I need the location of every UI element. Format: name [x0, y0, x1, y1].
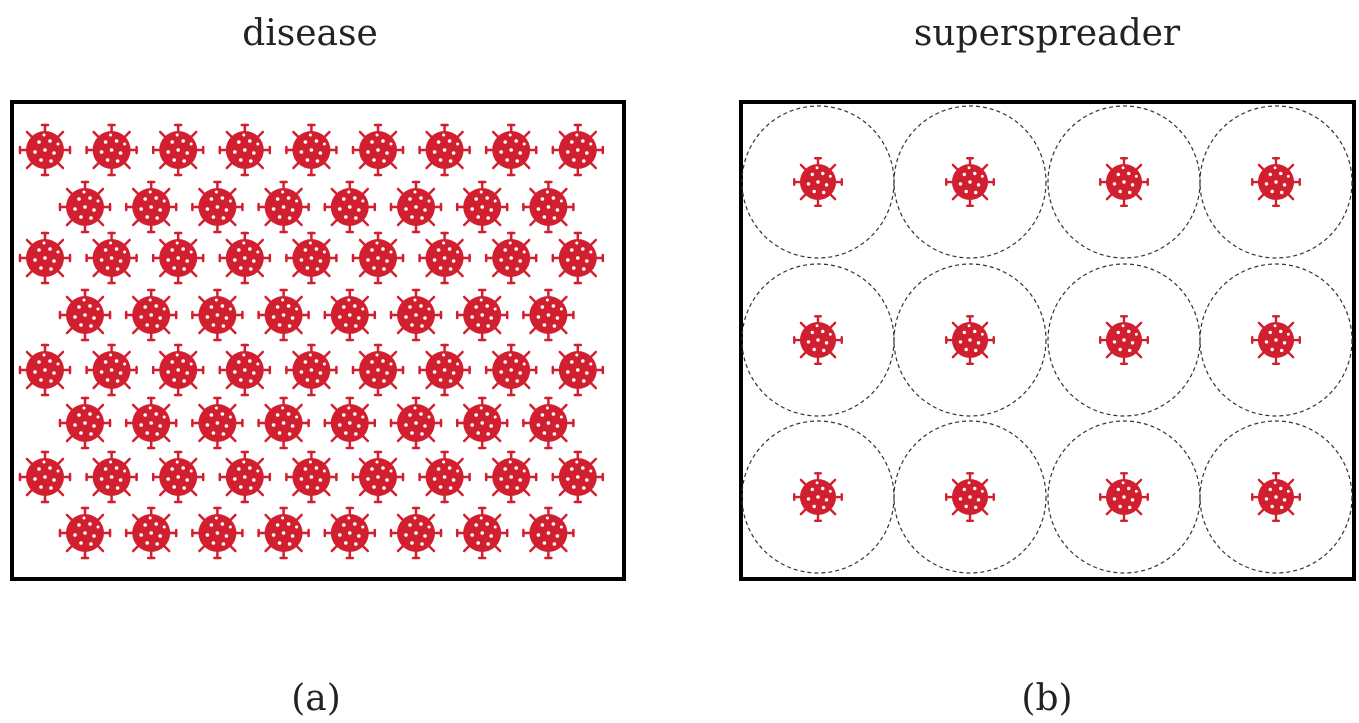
virus-icon	[523, 290, 573, 340]
virus-icon	[946, 158, 994, 206]
virus-icon	[286, 125, 336, 175]
virus-icon	[457, 182, 507, 232]
virus-icon	[220, 452, 270, 502]
virus-icon	[1252, 473, 1300, 521]
virus-icon	[20, 233, 70, 283]
virus-icon	[1252, 158, 1300, 206]
virus-icon	[87, 125, 137, 175]
virus-icon	[126, 398, 176, 448]
virus-icon	[391, 508, 441, 558]
virus-icon	[153, 345, 203, 395]
virus-icon	[220, 233, 270, 283]
virus-icon	[391, 290, 441, 340]
virus-icon	[1100, 158, 1148, 206]
virus-icon	[286, 452, 336, 502]
virus-icon	[220, 125, 270, 175]
virus-icon	[153, 452, 203, 502]
virus-icon	[259, 182, 309, 232]
frame	[12, 102, 624, 579]
virus-icon	[420, 452, 470, 502]
virus-icon	[553, 345, 603, 395]
virus-icon	[20, 345, 70, 395]
virus-icon	[126, 182, 176, 232]
virus-icon	[794, 158, 842, 206]
virus-icon	[20, 125, 70, 175]
panel-disease	[12, 102, 624, 579]
virus-icon	[87, 452, 137, 502]
virus-icon	[486, 345, 536, 395]
virus-icon	[457, 508, 507, 558]
virus-icon	[457, 398, 507, 448]
virus-icon	[126, 290, 176, 340]
virus-icon	[794, 473, 842, 521]
virus-icon	[523, 508, 573, 558]
virus-icon	[60, 182, 110, 232]
virus-icon	[87, 233, 137, 283]
page: disease superspreader (a) (b) (() => { c…	[0, 0, 1359, 723]
panel-title: superspreader	[914, 13, 1181, 54]
virus-icon	[457, 290, 507, 340]
virus-icon	[87, 345, 137, 395]
virus-icon	[553, 452, 603, 502]
virus-icon	[420, 125, 470, 175]
virus-icon	[259, 290, 309, 340]
virus-icon	[353, 233, 403, 283]
virus-icon	[192, 508, 242, 558]
virus-icon	[553, 233, 603, 283]
virus-icon	[325, 290, 375, 340]
virus-icon	[794, 316, 842, 364]
virus-icon	[353, 125, 403, 175]
virus-icon	[325, 182, 375, 232]
virus-icon	[259, 398, 309, 448]
virus-icon	[126, 508, 176, 558]
virus-icon	[1100, 316, 1148, 364]
virus-icon	[192, 182, 242, 232]
virus-icon	[153, 125, 203, 175]
virus-icon	[286, 233, 336, 283]
virus-icon	[259, 508, 309, 558]
virus-icon	[1252, 316, 1300, 364]
virus-icon	[553, 125, 603, 175]
virus-icon	[523, 182, 573, 232]
virus-icon	[286, 345, 336, 395]
virus-icon	[391, 182, 441, 232]
virus-icon	[391, 398, 441, 448]
panel-caption: (b)	[1021, 678, 1072, 719]
virus-icon	[353, 452, 403, 502]
virus-icon	[325, 508, 375, 558]
virus-icon	[486, 233, 536, 283]
virus-icon	[192, 398, 242, 448]
virus-icon	[946, 316, 994, 364]
virus-icon	[220, 345, 270, 395]
virus-icon	[60, 290, 110, 340]
panel-title: disease	[242, 13, 378, 54]
virus-icon	[325, 398, 375, 448]
panel-caption: (a)	[291, 678, 341, 719]
virus-icon	[420, 345, 470, 395]
virus-icon	[192, 290, 242, 340]
virus-icon	[523, 398, 573, 448]
virus-icon	[946, 473, 994, 521]
virus-icon	[420, 233, 470, 283]
virus-icon	[60, 508, 110, 558]
virus-icon	[353, 345, 403, 395]
virus-icon	[486, 125, 536, 175]
virus-icon	[20, 452, 70, 502]
virus-icon	[486, 452, 536, 502]
figure: disease superspreader (a) (b)	[0, 0, 1359, 723]
virus-icon	[1100, 473, 1148, 521]
panel-superspreader	[741, 102, 1354, 579]
virus-icon	[60, 398, 110, 448]
virus-icon	[153, 233, 203, 283]
